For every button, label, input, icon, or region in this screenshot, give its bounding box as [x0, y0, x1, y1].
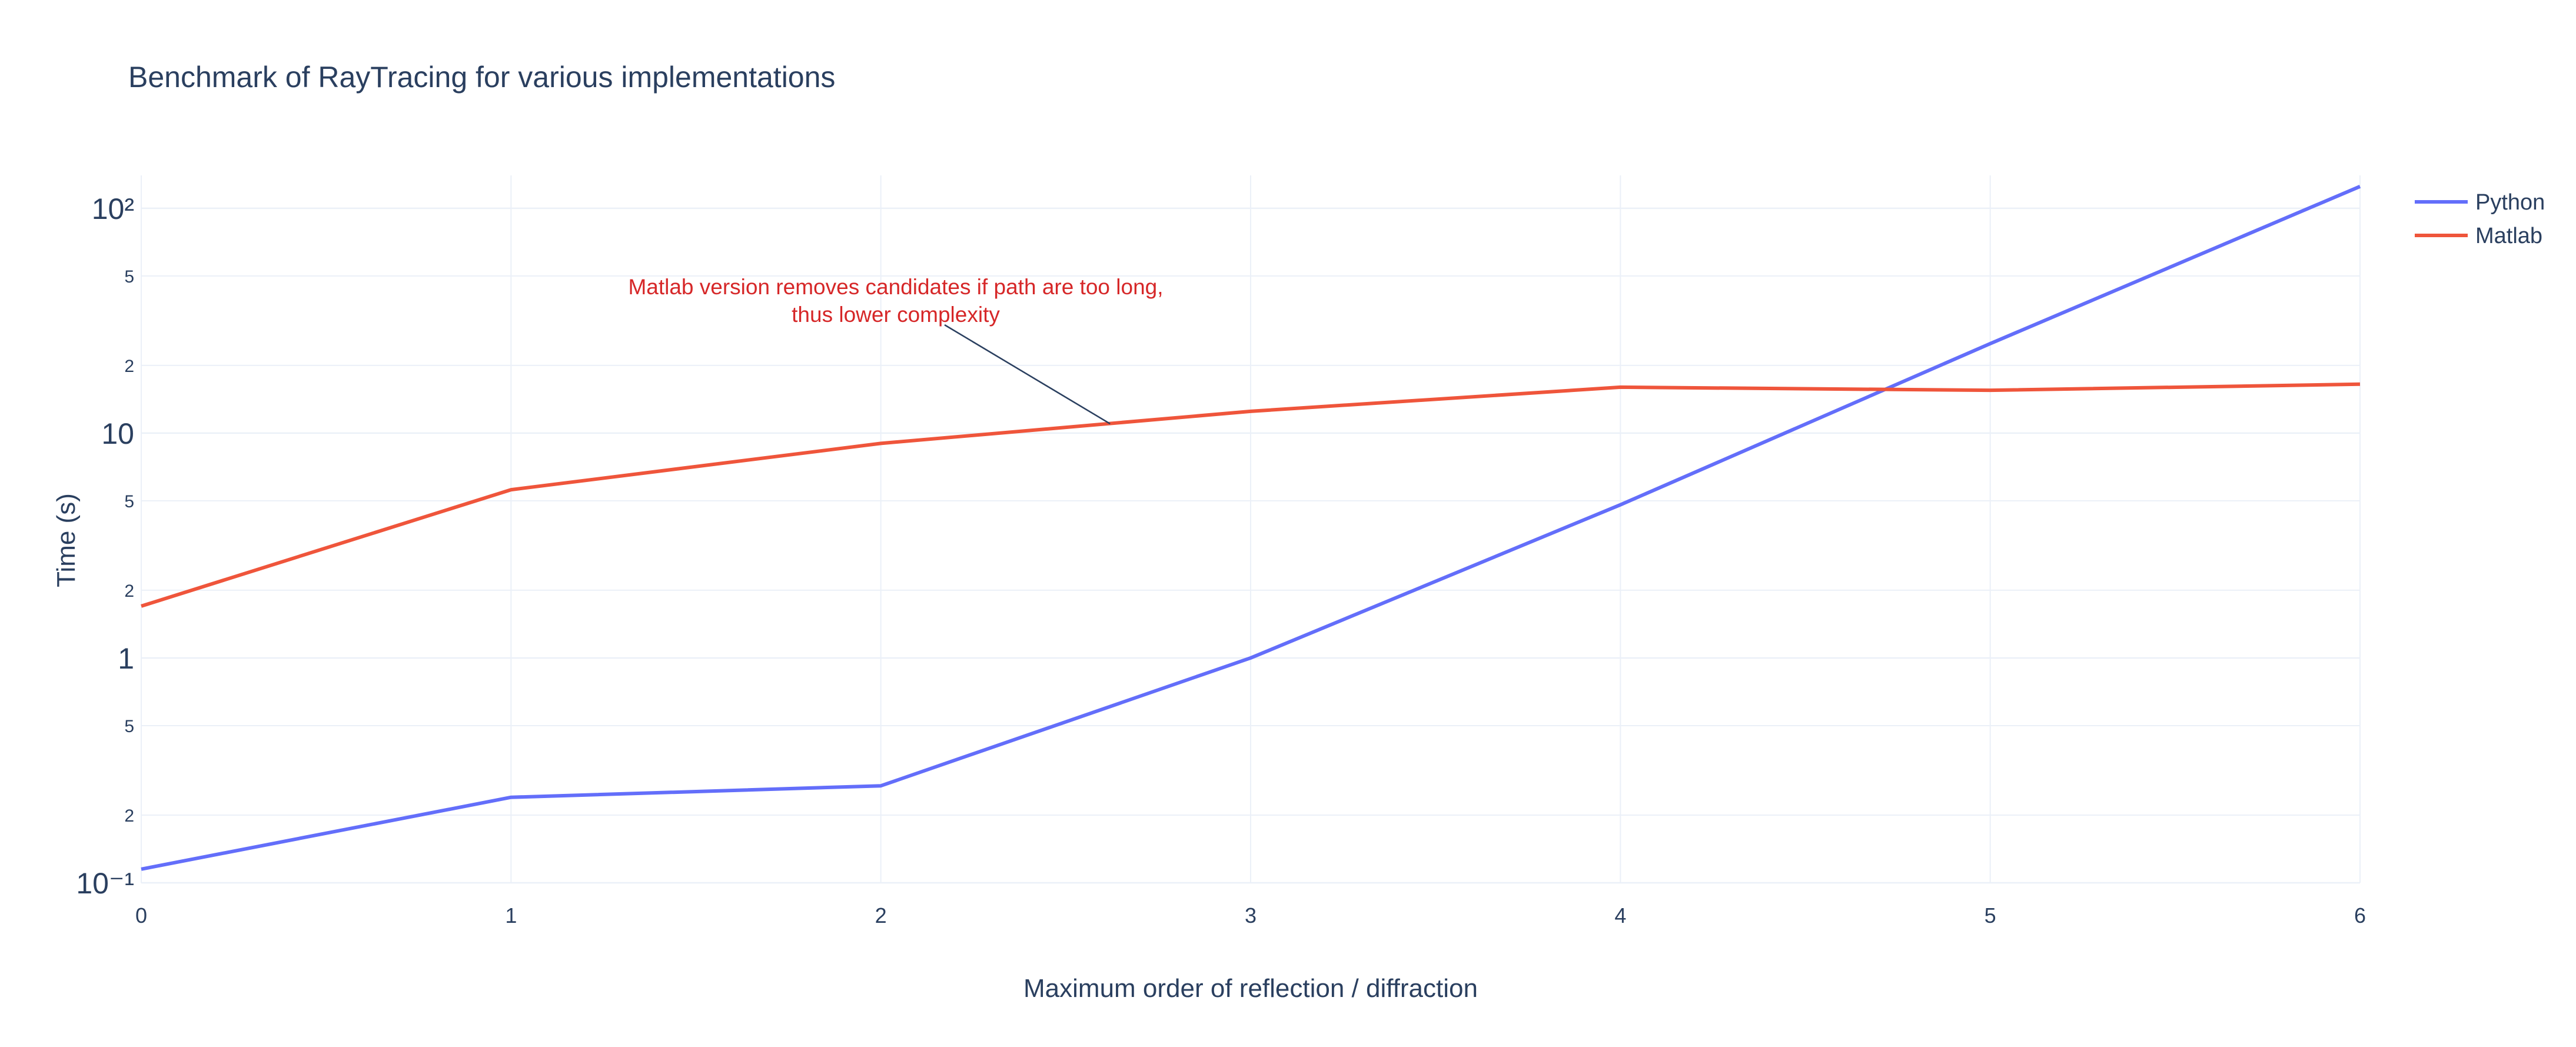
x-axis-title: Maximum order of reflection / diffractio… — [1023, 974, 1478, 1003]
annotation-text: thus lower complexity — [792, 303, 1000, 327]
y-major-tick-label: 10⁻¹ — [76, 867, 134, 900]
annotation-arrow — [944, 324, 1111, 425]
x-tick-label: 3 — [1245, 903, 1257, 928]
y-minor-tick-label: 5 — [124, 267, 134, 287]
gridlines — [141, 175, 2361, 884]
x-tick-label: 5 — [1985, 903, 1996, 928]
y-axis-ticks: 2 5 2 5 2 5 10⁻¹ 1 10 10² — [76, 192, 134, 900]
x-tick-label: 6 — [2354, 903, 2366, 928]
y-major-tick-label: 1 — [118, 642, 134, 675]
series-lines — [141, 185, 2361, 871]
x-axis-ticks: 0 1 2 3 4 5 6 — [135, 903, 2366, 928]
y-minor-tick-label: 5 — [124, 717, 134, 736]
y-minor-tick-label: 5 — [124, 492, 134, 511]
legend-item-matlab[interactable]: Matlab — [2415, 224, 2542, 248]
legend-label: Matlab — [2475, 224, 2542, 248]
annotations: Matlab version removes candidates if pat… — [628, 275, 1164, 425]
legend-label: Python — [2475, 190, 2545, 215]
y-axis-title: Time (s) — [52, 493, 81, 587]
series-line-matlab — [141, 382, 2361, 608]
y-major-tick-label: 10 — [101, 417, 134, 450]
series-line-python — [141, 185, 2361, 871]
legend-item-python[interactable]: Python — [2415, 190, 2545, 215]
y-minor-tick-label: 2 — [124, 357, 134, 376]
annotation-text: Matlab version removes candidates if pat… — [628, 275, 1163, 299]
x-tick-label: 2 — [875, 903, 887, 928]
x-tick-label: 4 — [1614, 903, 1626, 928]
chart-title: Benchmark of RayTracing for various impl… — [128, 61, 835, 94]
legend[interactable]: Python Matlab — [2415, 190, 2545, 248]
x-tick-label: 1 — [505, 903, 517, 928]
y-major-tick-label: 10² — [92, 192, 134, 225]
y-minor-tick-label: 2 — [124, 581, 134, 601]
x-tick-label: 0 — [135, 903, 147, 928]
y-minor-tick-label: 2 — [124, 806, 134, 826]
